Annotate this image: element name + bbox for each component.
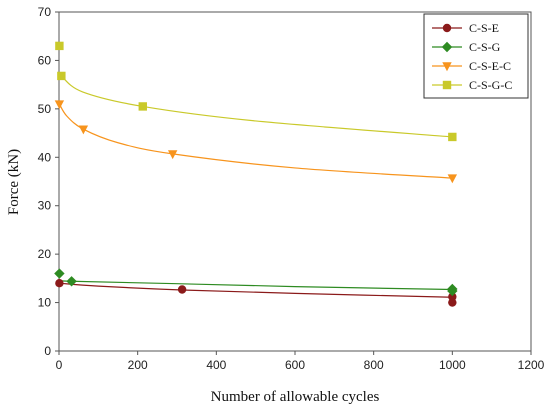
legend: C-S-E C-S-G C-S-E-C C-S-G-C [423, 13, 529, 99]
legend-marker-c-s-g-c [442, 80, 452, 90]
data-point-c-s-e [55, 279, 64, 288]
data-point-c-s-g [66, 276, 77, 287]
y-tick-label: 50 [38, 102, 52, 116]
y-tick-label: 30 [38, 199, 52, 213]
legend-label-c-s-e-c: C-S-E-C [469, 59, 511, 73]
y-tick-label: 20 [38, 247, 52, 261]
trend-line-c-s-g [58, 279, 453, 291]
y-tick-label: 40 [38, 150, 52, 164]
data-point-c-s-e [448, 292, 457, 301]
data-markers [54, 41, 458, 307]
legend-label-c-s-g-c: C-S-G-C [469, 78, 512, 92]
x-tick-label: 600 [285, 358, 305, 372]
data-point-c-s-e-c [447, 174, 458, 184]
x-tick-label: 0 [56, 358, 63, 372]
data-point-c-s-e-c [78, 125, 89, 135]
data-point-c-s-g [447, 285, 458, 297]
x-axis-label: Number of allowable cycles [211, 389, 380, 405]
x-tick-label: 1200 [518, 358, 545, 372]
data-point-c-s-e-c [167, 150, 178, 160]
trend-line-c-s-g-c [58, 72, 453, 138]
y-tick-label: 70 [38, 5, 52, 19]
data-point-c-s-g-c [55, 41, 64, 51]
legend-label-c-s-g: C-S-G [469, 40, 501, 54]
x-tick-label: 800 [364, 358, 384, 372]
data-point-c-s-g-c [448, 132, 457, 142]
y-axis-label: Force (kN) [6, 149, 22, 215]
data-point-c-s-g-c [57, 71, 66, 81]
trend-line-c-s-e [59, 282, 453, 298]
y-tick-label: 0 [44, 344, 51, 358]
trend-line-c-s-e-c [58, 103, 453, 179]
x-tick-label: 1000 [439, 358, 466, 372]
trend-lines [58, 72, 453, 298]
data-point-c-s-e [448, 298, 457, 307]
legend-marker-c-s-g [441, 41, 453, 53]
legend-label-c-s-e: C-S-E [469, 21, 499, 35]
x-tick-label: 400 [206, 358, 226, 372]
legend-marker-c-s-e-c [442, 62, 452, 72]
y-tick-label: 10 [38, 296, 52, 310]
data-point-c-s-e-c [54, 100, 65, 110]
data-point-c-s-g [54, 268, 65, 279]
data-point-c-s-e [177, 285, 187, 294]
legend-marker-c-s-e [442, 23, 452, 33]
data-point-c-s-g-c [138, 102, 147, 111]
x-tick-label: 200 [128, 358, 148, 372]
y-tick-label: 60 [38, 53, 52, 67]
axes: 0 10 20 30 40 50 60 70 0 200 400 600 800 1000 1200 [38, 5, 545, 372]
